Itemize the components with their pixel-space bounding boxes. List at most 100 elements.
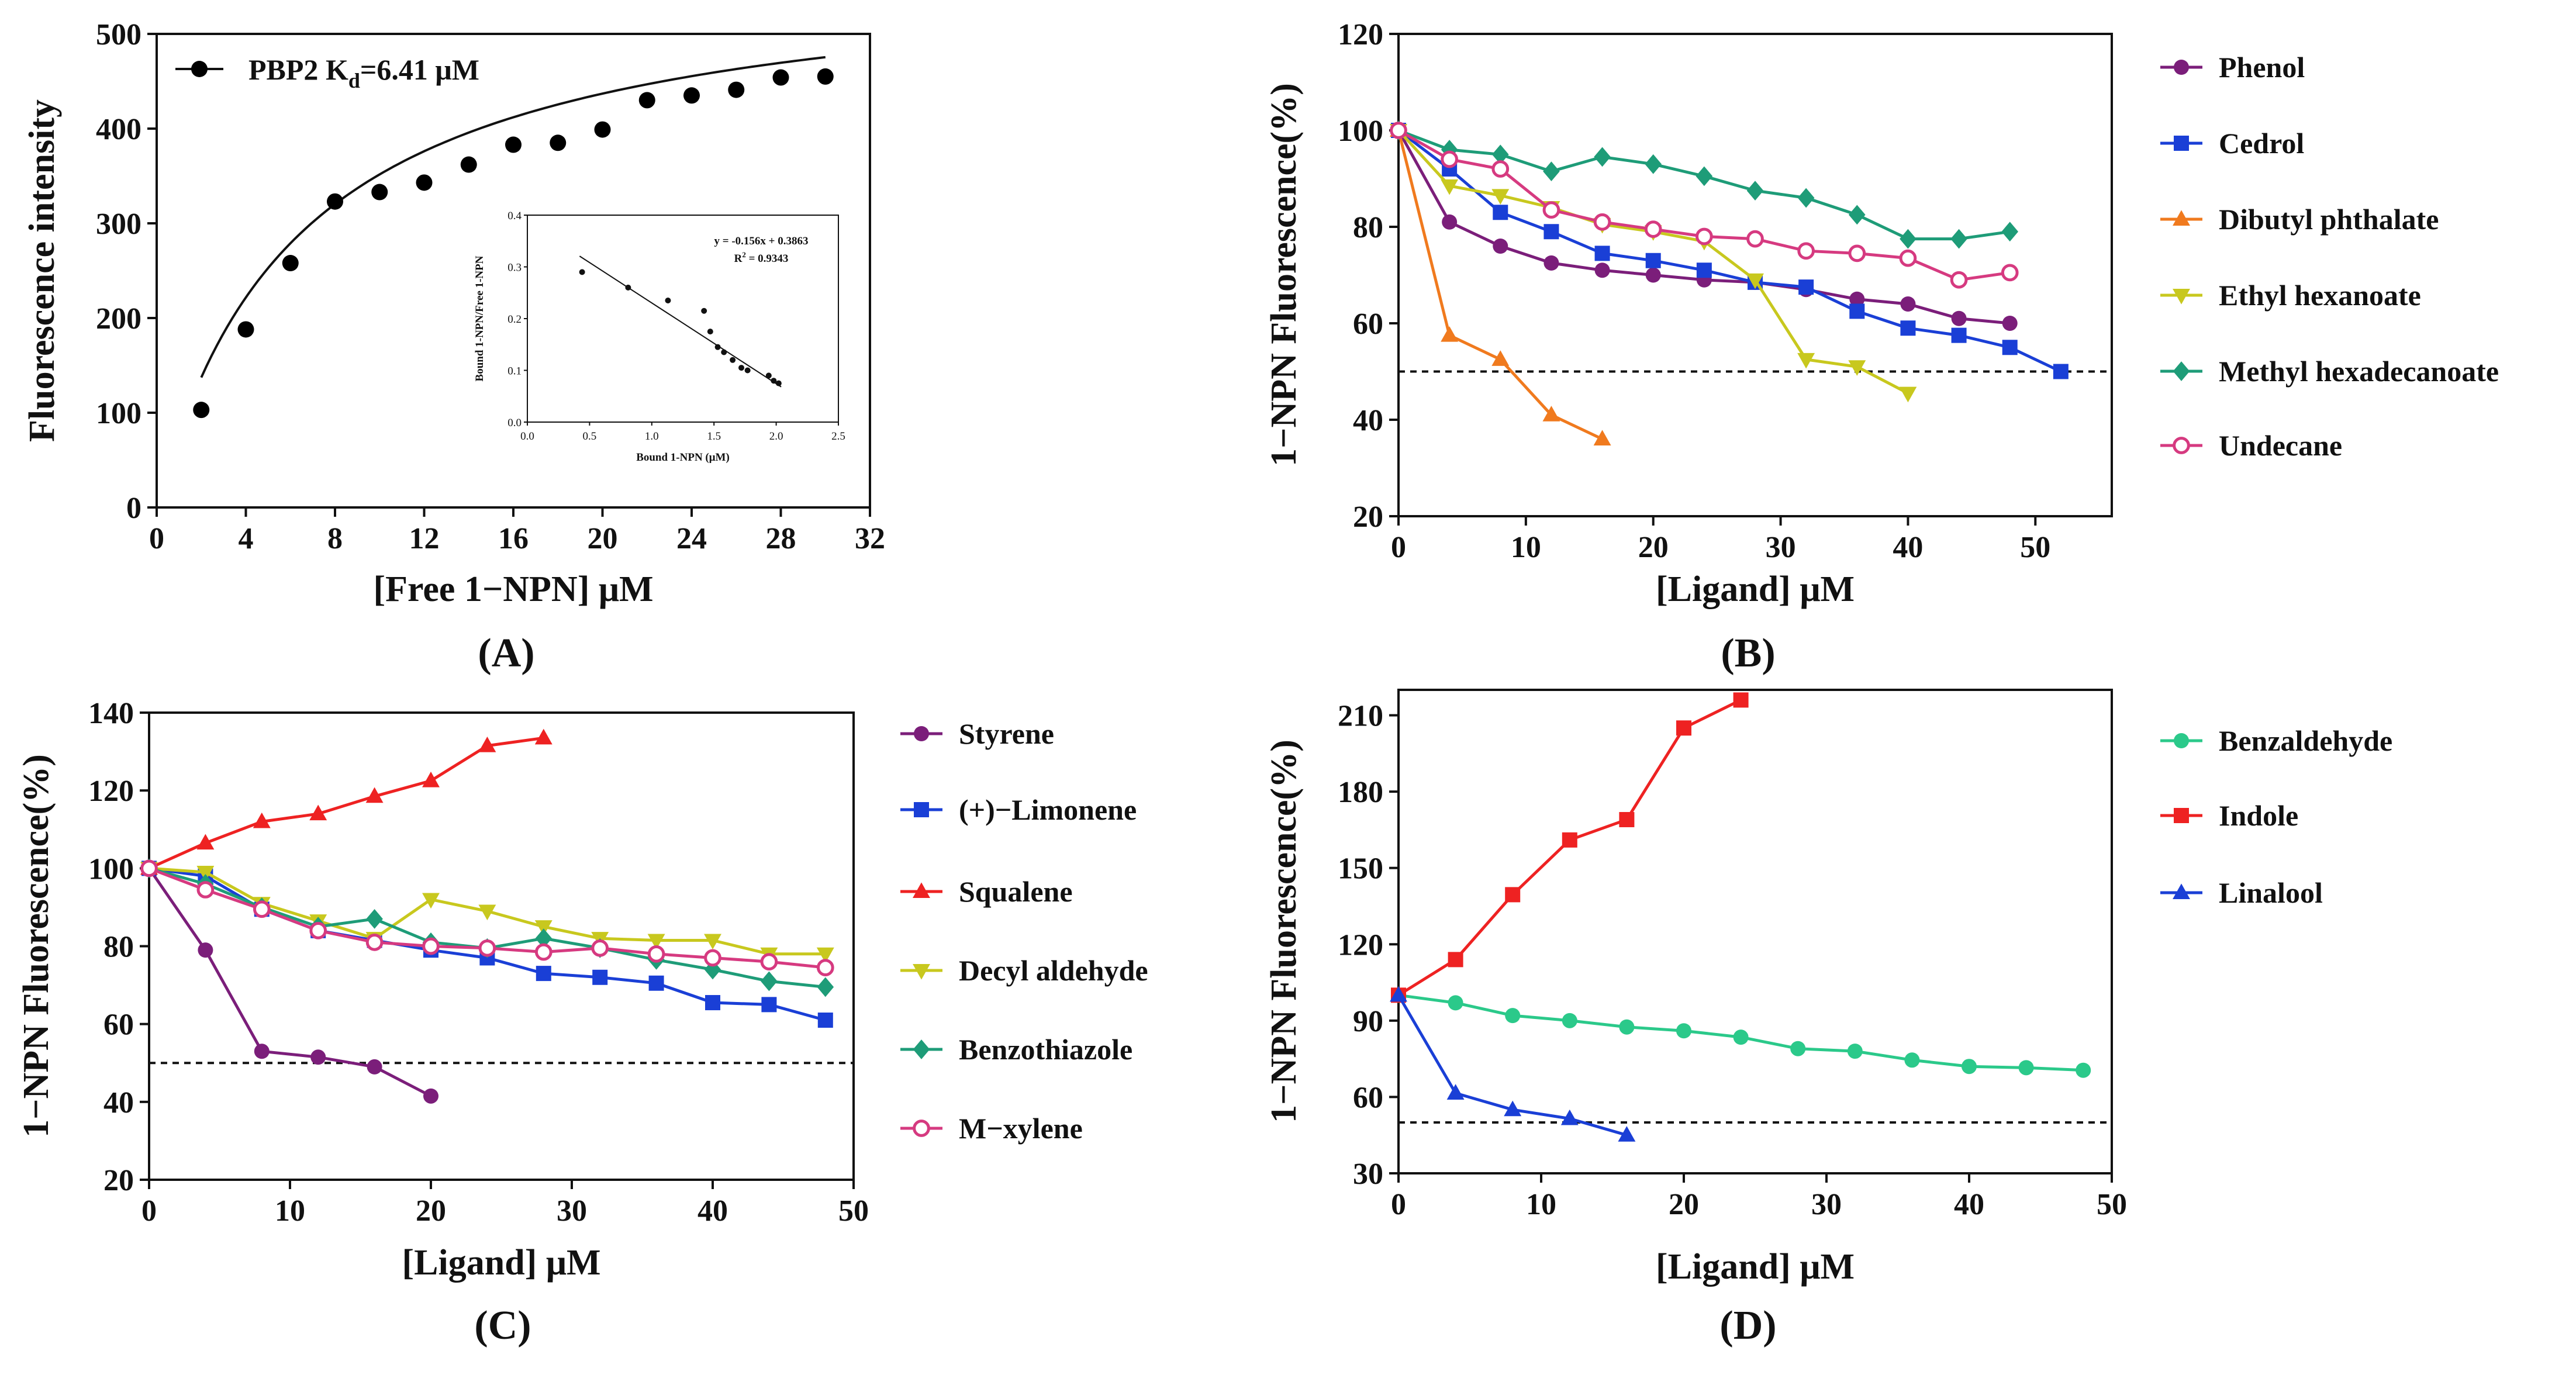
y-tick-label: 60	[103, 1008, 134, 1042]
panel-caption: (C)	[474, 1303, 531, 1348]
inset-r2-sup: 2	[742, 250, 746, 259]
y-tick-label: 80	[1353, 211, 1383, 244]
data-point	[1562, 832, 1577, 848]
data-point	[196, 881, 215, 899]
y-tick-label: 140	[88, 697, 134, 730]
inset-data-point	[721, 349, 727, 355]
x-axis-title: [Ligand] μM	[402, 1243, 600, 1283]
inset-x-tick-label: 2.5	[831, 430, 845, 443]
y-tick-label: 20	[103, 1164, 134, 1197]
x-tick-label: 0	[141, 1194, 157, 1228]
data-point	[1542, 201, 1560, 219]
data-point	[253, 900, 271, 918]
data-point	[2002, 340, 2018, 355]
data-point	[1543, 255, 1559, 271]
data-point	[1847, 1044, 1863, 1059]
data-point	[594, 121, 611, 138]
y-tick-label: 80	[103, 931, 134, 964]
legend-marker	[2174, 60, 2189, 75]
data-point	[534, 728, 553, 745]
data-point	[1448, 995, 1463, 1011]
series-line	[1397, 129, 2010, 325]
y-tick-label: 180	[1338, 776, 1383, 809]
data-point	[422, 937, 440, 955]
y-tick-label: 100	[1338, 115, 1383, 148]
legend-label: Methyl hexadecanoate	[2219, 355, 2499, 388]
data-point	[1645, 267, 1661, 283]
legend-marker	[2173, 437, 2190, 454]
data-point	[365, 933, 384, 951]
data-point	[1448, 952, 1463, 968]
data-point	[237, 321, 254, 338]
inset-x-tick-label: 1.5	[707, 430, 721, 443]
data-point	[1390, 986, 1407, 1002]
series-m-xylene	[140, 859, 834, 976]
data-point	[1543, 161, 1560, 182]
x-tick-label: 20	[1669, 1188, 1699, 1221]
data-point	[638, 92, 655, 109]
legend-label: Indole	[2219, 799, 2298, 832]
data-point	[198, 942, 213, 958]
y-tick-label: 90	[1353, 1005, 1383, 1038]
legend-marker	[913, 1039, 930, 1059]
y-tick-label: 40	[1353, 404, 1383, 437]
legend-series-name: PBP2	[248, 53, 326, 86]
data-point	[2076, 1062, 2091, 1078]
data-point	[1849, 303, 1865, 319]
x-tick-label: 20	[588, 522, 618, 555]
inset-data-point	[665, 298, 671, 304]
legend: PBP2 Kd=6.41 μM	[175, 53, 479, 92]
data-point	[1491, 144, 1509, 165]
y-tick-label: 40	[103, 1086, 134, 1120]
data-point	[1733, 1029, 1749, 1045]
legend-marker	[2173, 210, 2190, 226]
inset-data-point	[744, 367, 751, 374]
y-tick-label: 120	[1338, 928, 1383, 962]
x-tick-label: 20	[416, 1194, 446, 1228]
y-tick-label: 0	[126, 492, 141, 525]
data-point	[772, 69, 789, 86]
data-point	[1441, 179, 1459, 195]
data-point	[1676, 1023, 1691, 1039]
data-point	[1390, 122, 1407, 139]
data-point	[1797, 353, 1815, 369]
inset-data-point	[730, 357, 736, 363]
legend-marker	[2173, 883, 2190, 900]
y-tick-label: 60	[1353, 308, 1383, 341]
data-point	[416, 174, 433, 191]
legend-marker	[2174, 136, 2189, 151]
data-point	[1441, 326, 1459, 342]
data-point	[1951, 327, 1967, 343]
inset-data-point	[775, 380, 782, 386]
x-tick-label: 40	[697, 1194, 728, 1228]
data-point	[534, 920, 553, 936]
inset-data-point	[714, 344, 721, 350]
data-point	[422, 893, 440, 909]
legend-marker	[913, 1120, 930, 1137]
data-point	[728, 81, 745, 98]
data-point	[1593, 430, 1611, 446]
y-tick-label: 210	[1338, 700, 1383, 733]
inset-data-point	[579, 269, 585, 275]
legend-marker	[914, 726, 929, 741]
series-squalene	[140, 728, 553, 875]
data-point	[327, 193, 343, 210]
data-point	[1491, 160, 1510, 178]
x-tick-label: 0	[1391, 1188, 1406, 1221]
data-point	[1733, 692, 1749, 708]
inset-data-point	[771, 378, 777, 384]
data-point	[1594, 147, 1611, 167]
x-tick-label: 30	[557, 1194, 587, 1228]
legend-kd-sub: d	[348, 69, 360, 92]
legend-label: Phenol	[2219, 51, 2305, 84]
data-point	[423, 1088, 438, 1104]
data-point	[1900, 320, 1916, 336]
chart-panel: 0 10 20 30 40 50 20 40 60 80 100 120 140 [Ligand] μM 1…	[16, 697, 1148, 1348]
y-tick-label: 400	[96, 113, 141, 146]
data-point	[704, 934, 721, 950]
legend-marker	[2173, 361, 2190, 381]
inset-data-point	[738, 365, 745, 371]
data-point	[1849, 291, 1865, 307]
y-tick-label: 20	[1353, 500, 1383, 534]
